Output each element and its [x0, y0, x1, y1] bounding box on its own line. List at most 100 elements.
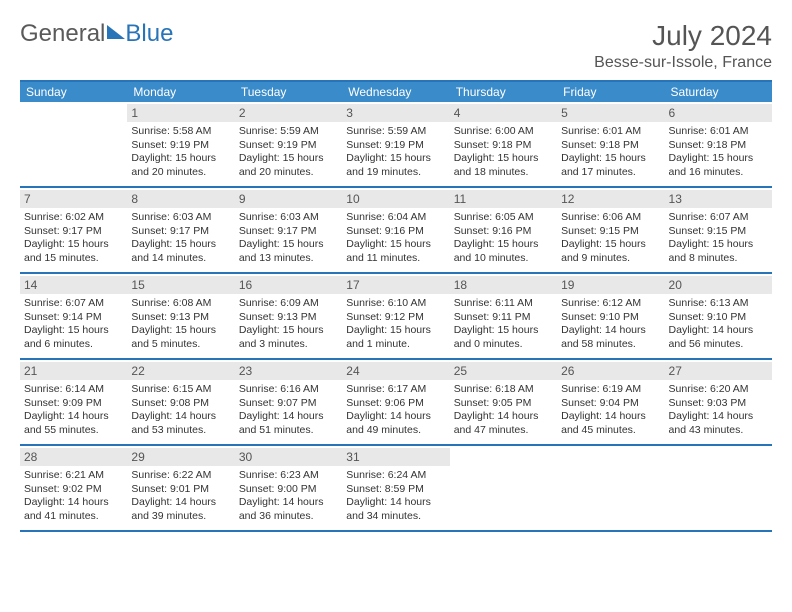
- day-cell: 6 Sunrise: 6:01 AMSunset: 9:18 PMDaylight…: [665, 102, 772, 186]
- day-info: Sunrise: 6:11 AMSunset: 9:11 PMDaylight:…: [454, 297, 553, 352]
- day-info: Sunrise: 6:19 AMSunset: 9:04 PMDaylight:…: [561, 383, 660, 438]
- day-number: 17: [342, 276, 449, 294]
- day-cell: 26 Sunrise: 6:19 AMSunset: 9:04 PMDayligh…: [557, 360, 664, 444]
- day-info: Sunrise: 6:10 AMSunset: 9:12 PMDaylight:…: [346, 297, 445, 352]
- logo-triangle-icon: [107, 25, 125, 39]
- weekday-header: Tuesday: [235, 82, 342, 102]
- day-cell: [557, 446, 664, 530]
- day-number: 12: [557, 190, 664, 208]
- day-info: Sunrise: 6:02 AMSunset: 9:17 PMDaylight:…: [24, 211, 123, 266]
- day-cell: 30 Sunrise: 6:23 AMSunset: 9:00 PMDayligh…: [235, 446, 342, 530]
- week-row: 14 Sunrise: 6:07 AMSunset: 9:14 PMDayligh…: [20, 274, 772, 360]
- day-info: Sunrise: 6:01 AMSunset: 9:18 PMDaylight:…: [669, 125, 768, 180]
- day-number: [557, 448, 664, 452]
- day-info: Sunrise: 6:14 AMSunset: 9:09 PMDaylight:…: [24, 383, 123, 438]
- day-info: Sunrise: 6:12 AMSunset: 9:10 PMDaylight:…: [561, 297, 660, 352]
- day-number: [665, 448, 772, 452]
- day-info: Sunrise: 6:03 AMSunset: 9:17 PMDaylight:…: [239, 211, 338, 266]
- day-number: 19: [557, 276, 664, 294]
- day-info: Sunrise: 6:20 AMSunset: 9:03 PMDaylight:…: [669, 383, 768, 438]
- logo: General Blue: [20, 20, 173, 48]
- day-number: [20, 104, 127, 108]
- day-cell: 27 Sunrise: 6:20 AMSunset: 9:03 PMDayligh…: [665, 360, 772, 444]
- day-number: 16: [235, 276, 342, 294]
- day-cell: 22 Sunrise: 6:15 AMSunset: 9:08 PMDayligh…: [127, 360, 234, 444]
- logo-text-blue: Blue: [125, 20, 173, 48]
- day-cell: 12 Sunrise: 6:06 AMSunset: 9:15 PMDayligh…: [557, 188, 664, 272]
- day-number: 10: [342, 190, 449, 208]
- weekday-header: Saturday: [665, 82, 772, 102]
- day-info: Sunrise: 6:18 AMSunset: 9:05 PMDaylight:…: [454, 383, 553, 438]
- day-info: Sunrise: 6:07 AMSunset: 9:15 PMDaylight:…: [669, 211, 768, 266]
- day-cell: 25 Sunrise: 6:18 AMSunset: 9:05 PMDayligh…: [450, 360, 557, 444]
- day-info: Sunrise: 5:59 AMSunset: 9:19 PMDaylight:…: [346, 125, 445, 180]
- day-cell: 15 Sunrise: 6:08 AMSunset: 9:13 PMDayligh…: [127, 274, 234, 358]
- day-cell: 21 Sunrise: 6:14 AMSunset: 9:09 PMDayligh…: [20, 360, 127, 444]
- week-row: 21 Sunrise: 6:14 AMSunset: 9:09 PMDayligh…: [20, 360, 772, 446]
- week-row: 7 Sunrise: 6:02 AMSunset: 9:17 PMDaylight…: [20, 188, 772, 274]
- day-cell: 5 Sunrise: 6:01 AMSunset: 9:18 PMDaylight…: [557, 102, 664, 186]
- day-number: 9: [235, 190, 342, 208]
- day-info: Sunrise: 6:23 AMSunset: 9:00 PMDaylight:…: [239, 469, 338, 524]
- day-info: Sunrise: 6:13 AMSunset: 9:10 PMDaylight:…: [669, 297, 768, 352]
- day-number: 14: [20, 276, 127, 294]
- day-number: 25: [450, 362, 557, 380]
- day-number: 27: [665, 362, 772, 380]
- header: General Blue July 2024 Besse-sur-Issole,…: [20, 20, 772, 72]
- day-number: 13: [665, 190, 772, 208]
- day-number: 1: [127, 104, 234, 122]
- weekday-header-row: Sunday Monday Tuesday Wednesday Thursday…: [20, 82, 772, 102]
- day-info: Sunrise: 6:24 AMSunset: 8:59 PMDaylight:…: [346, 469, 445, 524]
- day-info: Sunrise: 6:01 AMSunset: 9:18 PMDaylight:…: [561, 125, 660, 180]
- day-cell: 23 Sunrise: 6:16 AMSunset: 9:07 PMDayligh…: [235, 360, 342, 444]
- day-number: 30: [235, 448, 342, 466]
- day-number: 11: [450, 190, 557, 208]
- weekday-header: Sunday: [20, 82, 127, 102]
- day-info: Sunrise: 5:59 AMSunset: 9:19 PMDaylight:…: [239, 125, 338, 180]
- day-cell: 18 Sunrise: 6:11 AMSunset: 9:11 PMDayligh…: [450, 274, 557, 358]
- day-info: Sunrise: 6:07 AMSunset: 9:14 PMDaylight:…: [24, 297, 123, 352]
- day-number: 7: [20, 190, 127, 208]
- day-cell: [20, 102, 127, 186]
- week-row: 1Sunrise: 5:58 AMSunset: 9:19 PMDaylight…: [20, 102, 772, 188]
- day-number: 21: [20, 362, 127, 380]
- day-cell: 13 Sunrise: 6:07 AMSunset: 9:15 PMDayligh…: [665, 188, 772, 272]
- day-info: Sunrise: 6:08 AMSunset: 9:13 PMDaylight:…: [131, 297, 230, 352]
- day-cell: 4 Sunrise: 6:00 AMSunset: 9:18 PMDaylight…: [450, 102, 557, 186]
- day-cell: [665, 446, 772, 530]
- day-info: Sunrise: 6:16 AMSunset: 9:07 PMDaylight:…: [239, 383, 338, 438]
- day-info: Sunrise: 6:09 AMSunset: 9:13 PMDaylight:…: [239, 297, 338, 352]
- day-number: 22: [127, 362, 234, 380]
- day-cell: 10 Sunrise: 6:04 AMSunset: 9:16 PMDayligh…: [342, 188, 449, 272]
- day-cell: 29 Sunrise: 6:22 AMSunset: 9:01 PMDayligh…: [127, 446, 234, 530]
- day-number: 3: [342, 104, 449, 122]
- month-title: July 2024: [594, 20, 772, 52]
- day-number: 28: [20, 448, 127, 466]
- day-number: 26: [557, 362, 664, 380]
- day-number: 2: [235, 104, 342, 122]
- day-number: [450, 448, 557, 452]
- day-cell: 31Sunrise: 6:24 AMSunset: 8:59 PMDayligh…: [342, 446, 449, 530]
- day-cell: 19 Sunrise: 6:12 AMSunset: 9:10 PMDayligh…: [557, 274, 664, 358]
- day-number: 6: [665, 104, 772, 122]
- day-number: 5: [557, 104, 664, 122]
- day-number: 8: [127, 190, 234, 208]
- day-cell: 20 Sunrise: 6:13 AMSunset: 9:10 PMDayligh…: [665, 274, 772, 358]
- day-info: Sunrise: 6:06 AMSunset: 9:15 PMDaylight:…: [561, 211, 660, 266]
- weekday-header: Monday: [127, 82, 234, 102]
- day-number: 20: [665, 276, 772, 294]
- day-number: 29: [127, 448, 234, 466]
- day-info: Sunrise: 6:17 AMSunset: 9:06 PMDaylight:…: [346, 383, 445, 438]
- weekday-header: Wednesday: [342, 82, 449, 102]
- day-info: Sunrise: 6:22 AMSunset: 9:01 PMDaylight:…: [131, 469, 230, 524]
- day-cell: [450, 446, 557, 530]
- day-number: 4: [450, 104, 557, 122]
- day-info: Sunrise: 6:04 AMSunset: 9:16 PMDaylight:…: [346, 211, 445, 266]
- day-number: 23: [235, 362, 342, 380]
- day-number: 18: [450, 276, 557, 294]
- day-info: Sunrise: 6:00 AMSunset: 9:18 PMDaylight:…: [454, 125, 553, 180]
- day-info: Sunrise: 6:15 AMSunset: 9:08 PMDaylight:…: [131, 383, 230, 438]
- day-number: 24: [342, 362, 449, 380]
- location: Besse-sur-Issole, France: [594, 54, 772, 72]
- day-number: 15: [127, 276, 234, 294]
